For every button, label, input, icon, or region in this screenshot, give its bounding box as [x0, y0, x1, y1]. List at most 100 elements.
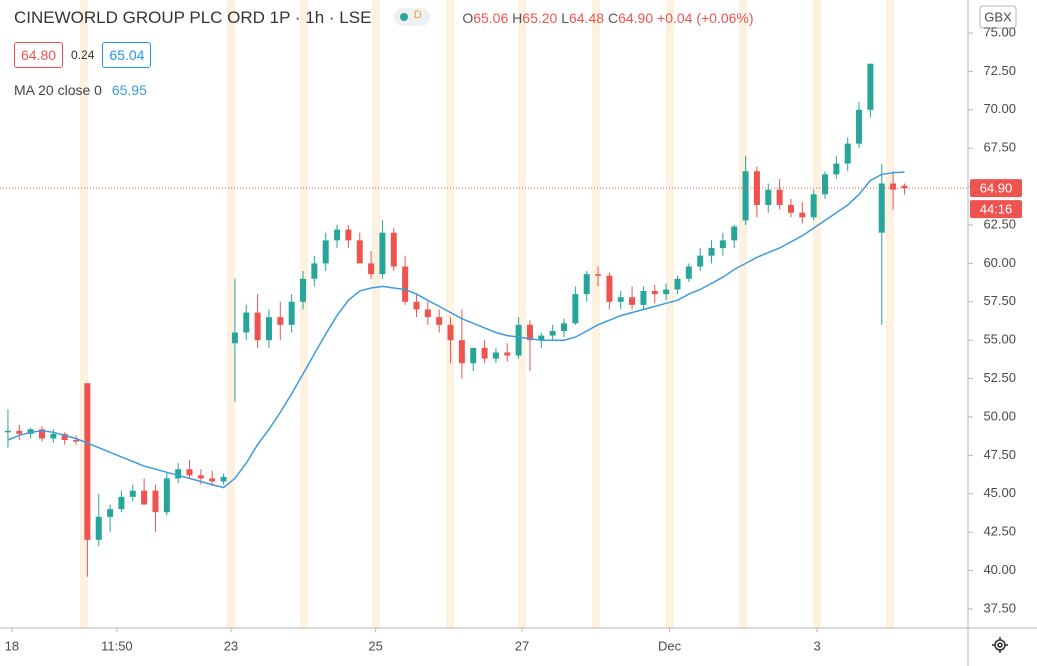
candle-body — [526, 324, 533, 341]
candle-body — [447, 324, 454, 341]
y-tick-label: 52.50 — [983, 370, 1016, 385]
settings-icon[interactable] — [992, 637, 1008, 653]
y-tick-label: 47.50 — [983, 447, 1016, 462]
ohlc-key: L — [561, 10, 570, 26]
candle-body — [458, 340, 465, 364]
candle-body — [299, 278, 306, 302]
candle-body — [651, 291, 658, 295]
ma-line — [7, 171, 905, 489]
currency-box[interactable] — [979, 5, 1017, 29]
candle-body — [617, 297, 624, 302]
candle-body — [606, 275, 613, 302]
y-tick-label: 45.00 — [983, 485, 1016, 500]
candle-body — [209, 478, 216, 482]
candle-body — [719, 240, 726, 249]
status-badge[interactable]: D — [393, 7, 430, 26]
candle-body — [844, 143, 851, 164]
candle-body — [16, 430, 23, 434]
candle-body — [413, 301, 420, 310]
candle-body — [436, 317, 443, 325]
indicator-legend: MA 20 close 0 65.95 — [14, 82, 147, 98]
candle-body — [265, 317, 272, 341]
last-price-box — [970, 179, 1022, 198]
y-tick-label: 60.00 — [983, 255, 1016, 270]
candle-body — [175, 469, 182, 479]
candle-body — [640, 291, 647, 305]
candle-body — [901, 185, 908, 189]
currency: GBX — [984, 9, 1012, 24]
countdown: 44:16 — [980, 202, 1013, 217]
candle-body — [708, 248, 715, 256]
quote: 64.80 0.24 65.04 — [14, 42, 152, 68]
y-tick-label: 55.00 — [983, 332, 1016, 347]
candle-body — [4, 430, 11, 433]
candle-body — [799, 212, 806, 218]
candle-body — [583, 274, 590, 295]
candle-body — [345, 229, 352, 241]
candle-body — [356, 240, 363, 264]
candle-body — [470, 347, 477, 364]
countdown-box — [970, 200, 1022, 219]
candle-body — [84, 383, 91, 540]
source-badge: D — [413, 8, 422, 21]
candle-body — [561, 323, 568, 331]
spread: 0.24 — [71, 48, 95, 62]
candle-body — [311, 263, 318, 279]
candle-body — [856, 109, 863, 144]
candle-body — [254, 312, 261, 341]
candle-body — [61, 433, 68, 441]
candle-body — [243, 312, 250, 333]
ohlc-legend: O65.06 H65.20 L64.48 C64.90 +0.04 (+0.06… — [462, 10, 753, 26]
candle-body — [288, 301, 295, 325]
indicator-name: MA 20 close 0 — [14, 82, 102, 98]
candle-body — [38, 429, 45, 439]
ohlc-value: 65.20 — [522, 10, 558, 26]
ohlc-value: 65.06 — [473, 10, 509, 26]
candle-body — [776, 189, 783, 206]
indicator-value: 65.95 — [111, 82, 147, 98]
bid[interactable]: 64.80 — [14, 42, 64, 68]
candle-body — [572, 294, 579, 324]
last-price-label: 64.90 — [980, 181, 1013, 196]
candle-body — [504, 352, 511, 356]
candle-body — [73, 440, 80, 442]
y-tick-label: 75.00 — [983, 24, 1016, 39]
candle-body — [867, 63, 874, 110]
candle-body — [379, 232, 386, 275]
candle-body — [231, 332, 238, 344]
ohlc-key: O — [462, 10, 474, 26]
candle-body — [697, 255, 704, 267]
ohlc-key: H — [512, 10, 523, 26]
y-tick-label: 37.50 — [983, 600, 1016, 615]
candle-body — [481, 347, 488, 359]
candle-body — [810, 194, 817, 218]
candle-body — [629, 297, 636, 305]
candle-body — [186, 469, 193, 476]
y-tick-label: 70.00 — [983, 101, 1016, 116]
y-tick-label: 67.50 — [983, 140, 1016, 155]
candle-body — [731, 226, 738, 241]
ask[interactable]: 65.04 — [102, 42, 152, 68]
ohlc-key: C — [607, 10, 619, 26]
candle-body — [368, 263, 375, 275]
candle-body — [538, 335, 545, 341]
candle-body — [50, 433, 57, 439]
candle-body — [424, 309, 431, 318]
candle-body — [197, 475, 204, 479]
x-tick-label: 18 — [5, 638, 19, 653]
candle-body — [663, 289, 670, 295]
candle-body — [334, 229, 341, 241]
candle-body — [549, 330, 556, 336]
x-tick-label: 23 — [224, 638, 238, 653]
candle-body — [595, 274, 602, 276]
session-bands — [80, 0, 894, 628]
candle-body — [674, 278, 681, 290]
x-tick-label: 25 — [368, 638, 382, 653]
candle-body — [107, 509, 114, 517]
candle-body — [141, 490, 148, 505]
candle-body — [95, 516, 102, 540]
x-tick-label: 11:50 — [101, 638, 133, 653]
candle-body — [765, 189, 772, 206]
x-tick-label: 27 — [515, 638, 529, 653]
